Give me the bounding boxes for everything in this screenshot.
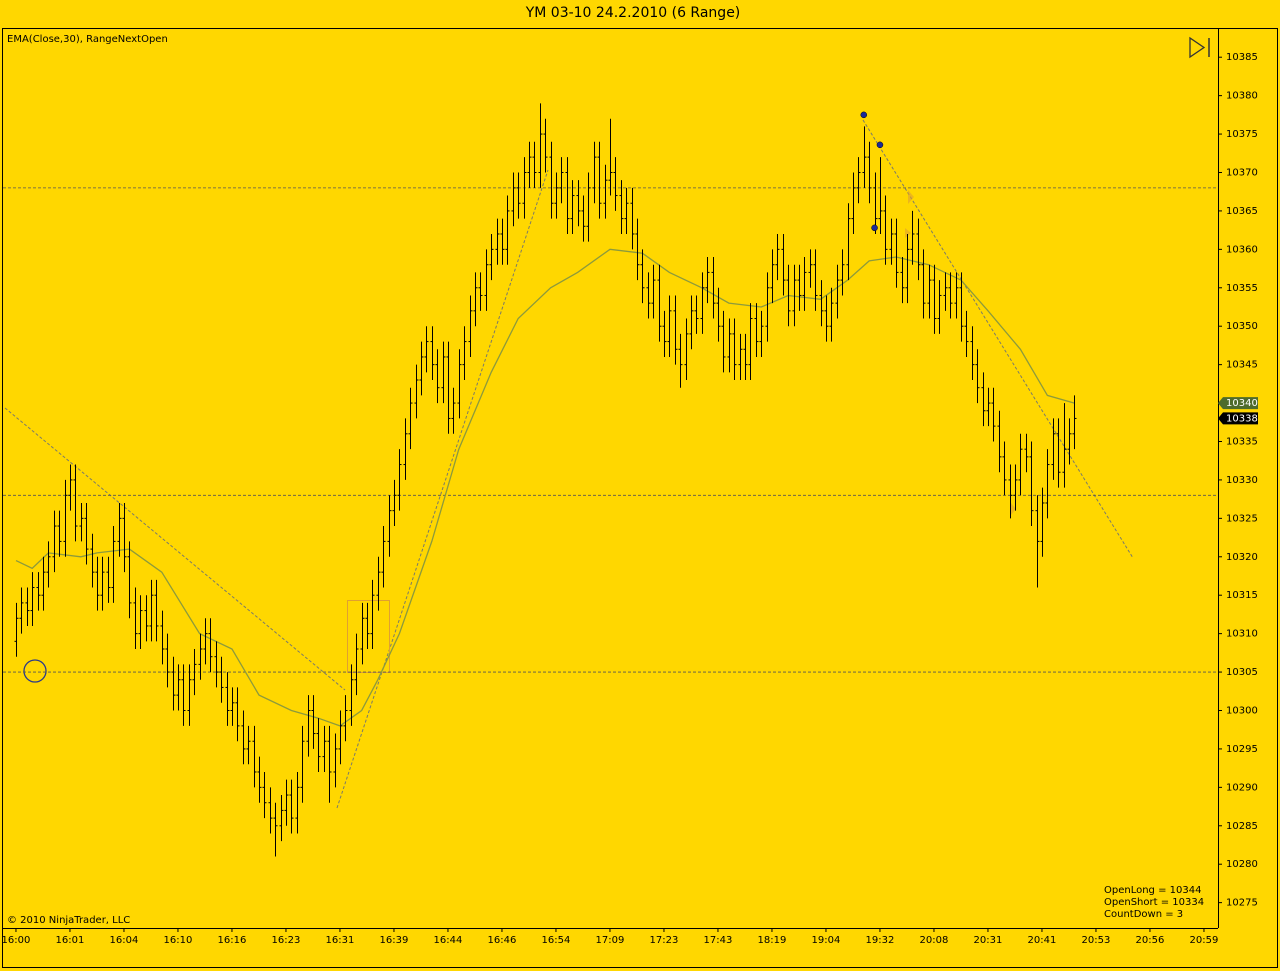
region-box: [347, 600, 390, 673]
y-tick-label: 10300: [1226, 705, 1258, 716]
y-tick-label: 10375: [1226, 129, 1258, 140]
x-tick-label: 16:44: [434, 935, 463, 946]
signal-dot: [871, 224, 878, 232]
panel-border: [2, 28, 1278, 968]
x-tick-label: 16:16: [218, 935, 247, 946]
signal-dot: [860, 111, 868, 119]
x-tick-label: 16:23: [272, 935, 301, 946]
y-tick-label: 10310: [1226, 629, 1258, 640]
x-tick-label: 19:32: [866, 935, 895, 946]
x-tick-label: 16:54: [542, 935, 571, 946]
ema-line: [15, 248, 1075, 727]
price-marker-label: 10340: [1226, 398, 1258, 409]
chart-title: YM 03-10 24.2.2010 (6 Range): [525, 5, 741, 21]
y-tick-label: 10370: [1226, 167, 1258, 178]
x-tick-label: 20:41: [1028, 935, 1057, 946]
y-tick-label: 10360: [1226, 244, 1258, 255]
y-tick-label: 10295: [1226, 744, 1258, 755]
trend-line: [4, 407, 346, 691]
x-tick-label: 19:04: [812, 935, 841, 946]
y-tick-label: 10280: [1226, 859, 1258, 870]
x-tick-label: 16:46: [488, 935, 517, 946]
y-tick-label: 10355: [1226, 283, 1258, 294]
x-tick-label: 16:39: [380, 935, 409, 946]
y-tick-label: 10385: [1226, 52, 1258, 63]
x-tick-label: 16:01: [56, 935, 85, 946]
y-tick-label: 10365: [1226, 206, 1258, 217]
y-tick-label: 10285: [1226, 821, 1258, 832]
y-tick-label: 10380: [1226, 91, 1258, 102]
price-marker-label: 10338: [1226, 413, 1258, 424]
y-tick-label: 10320: [1226, 552, 1258, 563]
x-tick-label: 16:04: [110, 935, 139, 946]
x-tick-label: 17:23: [650, 935, 679, 946]
x-tick-label: 20:59: [1190, 935, 1219, 946]
y-tick-label: 10275: [1226, 898, 1258, 909]
info-line: CountDown = 3: [1104, 909, 1183, 920]
play-icon: [1189, 36, 1206, 59]
arrow-marker: [1010, 502, 1016, 516]
indicator-label: EMA(Close,30), RangeNextOpen: [7, 34, 168, 45]
arrow-marker: [905, 228, 911, 238]
x-tick-label: 20:53: [1082, 935, 1111, 946]
price-marker: [1218, 397, 1258, 410]
arrow-marker: [908, 190, 914, 204]
info-line: OpenLong = 10344: [1104, 885, 1201, 896]
y-tick-label: 10345: [1226, 360, 1258, 371]
y-tick-label: 10305: [1226, 667, 1258, 678]
copyright: © 2010 NinjaTrader, LLC: [7, 915, 130, 926]
y-tick-label: 10330: [1226, 475, 1258, 486]
y-tick-label: 10325: [1226, 513, 1258, 524]
trend-line: [336, 169, 549, 809]
x-tick-label: 17:43: [704, 935, 733, 946]
x-tick-label: 16:31: [326, 935, 355, 946]
y-tick-label: 10350: [1226, 321, 1258, 332]
x-tick-label: 18:19: [758, 935, 787, 946]
signal-dot: [876, 141, 884, 149]
info-line: OpenShort = 10334: [1104, 897, 1204, 908]
y-tick-label: 10290: [1226, 782, 1258, 793]
x-tick-label: 16:00: [2, 935, 31, 946]
x-tick-label: 20:31: [974, 935, 1003, 946]
x-tick-label: 20:08: [920, 935, 949, 946]
price-marker: [1218, 412, 1258, 425]
circle-marker: [23, 659, 47, 683]
play-button[interactable]: [1189, 36, 1210, 59]
y-tick-label: 10315: [1226, 590, 1258, 601]
x-tick-label: 20:56: [1136, 935, 1165, 946]
x-tick-label: 16:10: [164, 935, 193, 946]
x-tick-label: 17:09: [596, 935, 625, 946]
bars: [14, 103, 1077, 857]
y-tick-label: 10335: [1226, 436, 1258, 447]
